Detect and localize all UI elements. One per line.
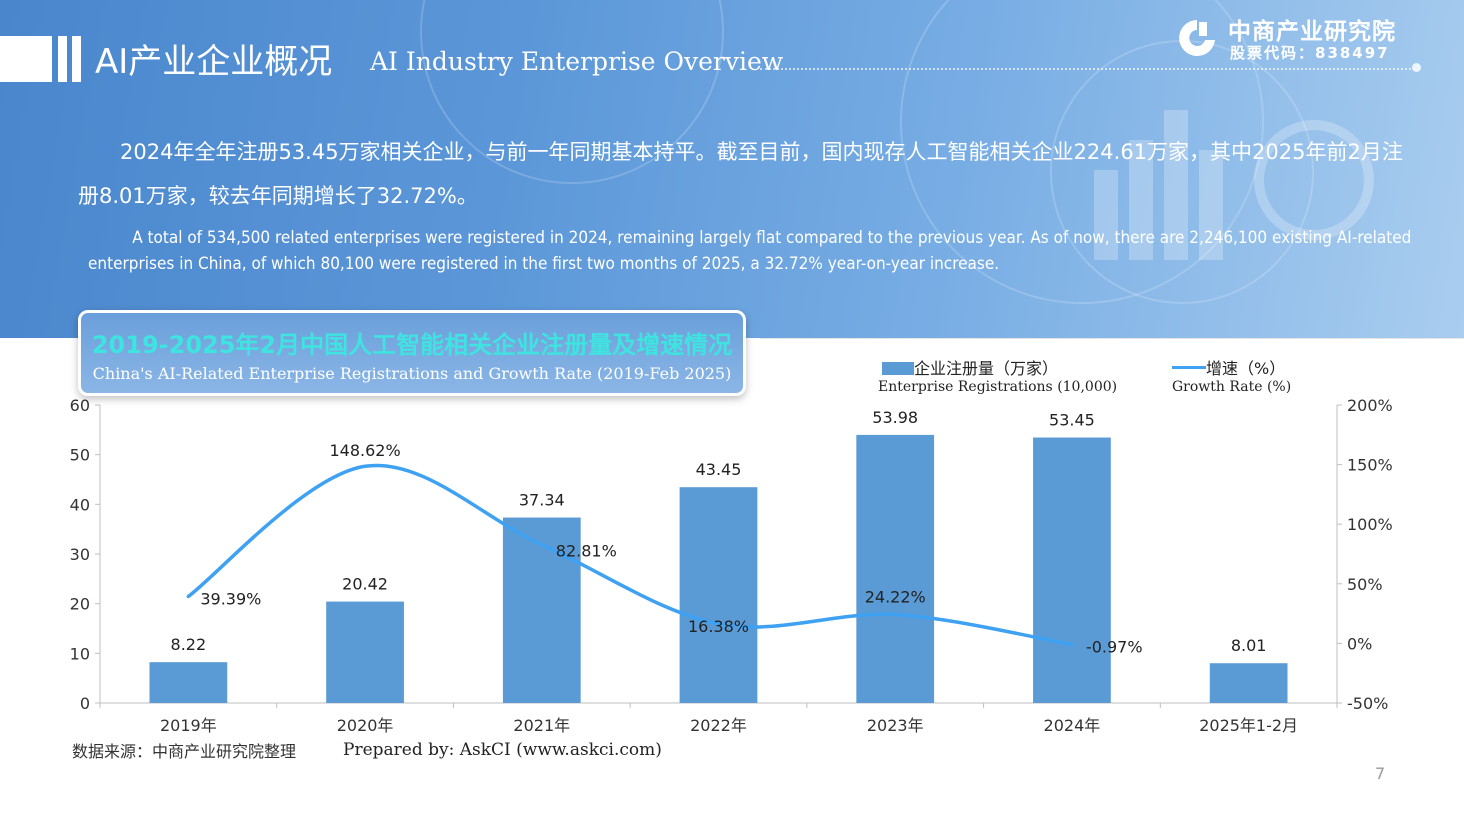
x-tick-label: 2022年 (690, 716, 747, 735)
page-title-en: AI Industry Enterprise Overview (370, 47, 784, 76)
title-accent-stripe (58, 36, 67, 82)
company-logo-icon (1179, 20, 1215, 56)
y-tick-label-left: 50 (70, 446, 90, 465)
y-tick-label-left: 60 (70, 396, 90, 415)
y-tick-label-right: 50% (1347, 575, 1383, 594)
legend-label-bars-en: Enterprise Registrations (10,000) (878, 379, 1118, 395)
legend-item-line: 增速（%） Growth Rate (%) (1172, 355, 1291, 395)
y-tick-label-left: 40 (70, 495, 90, 514)
line-value-label: 16.38% (688, 617, 749, 636)
bar-value-label: 8.22 (171, 635, 207, 654)
bar (149, 662, 228, 703)
y-tick-label-left: 0 (80, 694, 90, 713)
title-accent-stripe (72, 36, 81, 82)
header-banner (0, 0, 1464, 338)
title-dot-end (1412, 63, 1421, 72)
legend-item-bars: 企业注册量（万家） Enterprise Registrations (10,0… (878, 355, 1117, 395)
divider-line (760, 338, 1464, 339)
x-tick-label: 2021年 (513, 716, 570, 735)
bar-value-label: 43.45 (696, 460, 742, 479)
line-value-label: -0.97% (1086, 638, 1143, 657)
legend-label-line-en: Growth Rate (%) (1172, 379, 1292, 395)
chart-title: 2019-2025年2月中国人工智能相关企业注册量及增速情况 (91, 331, 733, 359)
bar (1033, 437, 1111, 703)
title-accent-block (0, 36, 52, 82)
y-tick-label-left: 20 (70, 595, 90, 614)
y-tick-label-right: -50% (1347, 694, 1388, 713)
bar-value-label: 53.45 (1049, 411, 1095, 430)
line-value-label: 39.39% (200, 589, 261, 608)
summary-paragraph-cn: 2024年全年注册53.45万家相关企业，与前一年同期基本持平。截至目前，国内现… (78, 140, 1403, 208)
x-tick-label: 2023年 (867, 716, 924, 735)
decorative-bars-graphic (1094, 110, 1374, 260)
bar (679, 487, 758, 703)
bar-value-label: 8.01 (1231, 636, 1267, 655)
data-source-cn: 数据来源：中商产业研究院整理 (72, 742, 297, 761)
x-tick-label: 2025年1-2月 (1199, 716, 1298, 735)
x-tick-label: 2024年 (1044, 716, 1101, 735)
bar-value-label: 37.34 (519, 491, 565, 510)
y-tick-label-right: 150% (1347, 456, 1393, 475)
data-labels: 8.22 20.42 37.34 43.45 53.98 53.45 8.01 39.39% 1… (171, 408, 1267, 657)
legend-label-line: 增速（%） (1206, 359, 1286, 378)
bar-series (149, 434, 1288, 703)
bar (856, 434, 935, 703)
line-value-label: 24.22% (865, 588, 926, 607)
y-tick-label-left: 10 (70, 644, 90, 663)
line-series (186, 463, 1074, 647)
chart-title-box: 2019-2025年2月中国人工智能相关企业注册量及增速情况 China's A… (78, 310, 746, 396)
logo-stock-code: 股票代码：838497 (1230, 44, 1390, 62)
y-tick-label-right: 200% (1347, 396, 1393, 415)
y-tick-label-right: 100% (1347, 515, 1393, 534)
page-number: 7 (1375, 764, 1386, 783)
page-title: AI产业企业概况 (95, 42, 333, 82)
bar (326, 601, 404, 703)
title-dotted-line (760, 68, 1415, 70)
logo-company-name: 中商产业研究院 (1228, 19, 1396, 45)
bar-value-label: 53.98 (872, 408, 918, 427)
chart-subtitle: China's AI-Related Enterprise Registrati… (92, 364, 732, 383)
growth-rate-line (186, 463, 1074, 647)
data-source-en: Prepared by: AskCI (www.askci.com) (343, 740, 662, 760)
line-value-label: 148.62% (329, 441, 400, 460)
x-tick-label: 2020年 (337, 716, 394, 735)
legend-swatch-line (1172, 366, 1206, 369)
y-tick-label-left: 30 (70, 545, 90, 564)
y-tick-label-right: 0% (1347, 634, 1372, 653)
x-tick-label: 2019年 (160, 716, 217, 735)
chart-axes: 0 10 20 30 40 50 60 -50% 0% 50% 100% 150% 200% 2019年 2… (70, 396, 1393, 735)
bar (502, 517, 581, 703)
bar-value-label: 20.42 (342, 575, 388, 594)
line-value-label: 82.81% (556, 542, 617, 561)
legend-label-bars: 企业注册量（万家） (914, 359, 1059, 378)
bar (1209, 663, 1288, 703)
legend-swatch-bar (882, 362, 914, 375)
summary-paragraph-en: A total of 534,500 related enterprises w… (88, 228, 1412, 274)
